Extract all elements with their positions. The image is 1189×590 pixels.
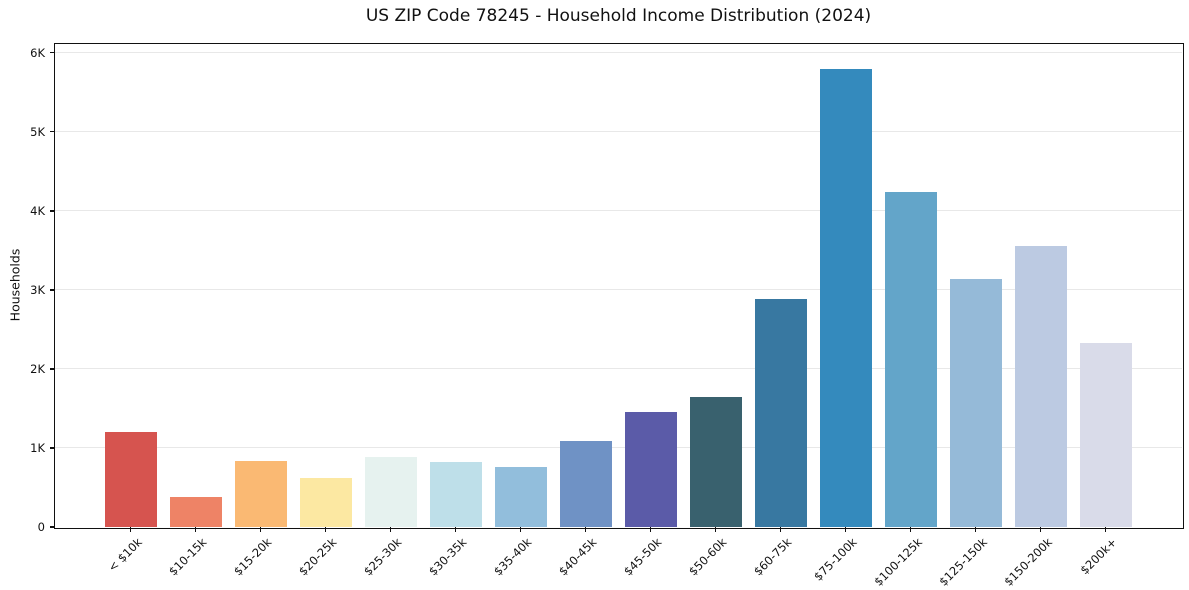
y-tick-mark (50, 130, 55, 133)
x-tick-label: $100-125k (870, 535, 925, 589)
x-tick-label: $75-100k (811, 535, 860, 584)
x-tick-mark (649, 527, 652, 532)
x-tick-mark (129, 527, 132, 532)
x-tick-label: $15-20k (231, 535, 275, 579)
x-tick-label: < $10k (105, 535, 145, 575)
x-tick-mark (1039, 527, 1042, 532)
x-tick-label: $45-50k (621, 535, 665, 579)
bar-$45-50k (624, 411, 677, 527)
bar-$35-40k (494, 466, 547, 527)
y-tick-mark (50, 526, 55, 528)
x-axis: < $10k $10-15k $15-20k $20-25k $25-30k $30-35… (55, 527, 1182, 590)
gridline (55, 368, 1182, 370)
bar-$40-45k (559, 440, 612, 527)
chart-title: US ZIP Code 78245 - Household Income Dis… (365, 6, 872, 26)
x-tick-mark (779, 527, 782, 532)
x-tick-mark (909, 527, 912, 532)
gridline (55, 52, 1182, 54)
gridline (55, 289, 1182, 291)
x-tick-label: $40-45k (556, 535, 600, 579)
bar-< $10k (104, 432, 157, 527)
y-tick-label: 1K (30, 440, 45, 455)
x-tick-mark (389, 527, 392, 532)
bar-$150-200k (1014, 246, 1067, 527)
gridline (55, 131, 1182, 133)
bar-$60-75k (754, 299, 807, 527)
bar-$20-25k (299, 478, 352, 527)
y-tick-mark (50, 289, 55, 291)
bar-$25-30k (364, 457, 417, 527)
x-tick-mark (584, 527, 587, 532)
y-tick-label: 3K (30, 282, 45, 297)
bar-$50-60k (689, 397, 742, 527)
bar-$100-125k (884, 191, 937, 527)
x-tick-label: $10-15k (166, 535, 210, 579)
x-tick-label: $125-150k (935, 535, 990, 589)
y-tick-mark (50, 368, 55, 370)
x-tick-label: $150-200k (1000, 535, 1055, 589)
y-tick-label: 2K (30, 361, 45, 376)
x-tick-label: $60-75k (751, 535, 795, 579)
x-tick-mark (974, 527, 977, 532)
y-tick-label: 5K (30, 124, 45, 139)
x-tick-label: $35-40k (491, 535, 535, 579)
x-tick-mark (714, 527, 717, 532)
y-axis: 0 1K 2K 3K 4K 5K 6K (0, 44, 55, 534)
x-tick-mark (844, 527, 847, 532)
x-tick-mark (259, 527, 262, 532)
x-tick-label: $50-60k (686, 535, 730, 579)
x-tick-mark (194, 527, 197, 532)
bar-$125-150k (949, 278, 1002, 527)
y-tick-label: 6K (30, 45, 45, 60)
x-tick-mark (324, 527, 327, 532)
gridline (55, 447, 1182, 449)
plot-area (53, 42, 1184, 529)
x-tick-label: $25-30k (361, 535, 405, 579)
gridline (55, 210, 1182, 212)
x-tick-mark (519, 527, 522, 532)
x-tick-mark (454, 527, 457, 532)
y-tick-label: 0 (37, 520, 45, 534)
y-tick-label: 4K (30, 203, 45, 218)
y-tick-mark (50, 51, 55, 54)
bar-$15-20k (234, 460, 287, 527)
y-tick-mark (50, 210, 55, 212)
x-tick-mark (1104, 527, 1107, 532)
bar-$30-35k (429, 462, 482, 527)
bar-$200k+ (1079, 342, 1132, 527)
bar-$75-100k (819, 68, 872, 527)
y-tick-mark (50, 447, 55, 449)
bar-$10-15k (169, 496, 222, 527)
x-tick-label: $20-25k (296, 535, 340, 579)
x-tick-label: $30-35k (426, 535, 470, 579)
x-tick-label: $200k+ (1077, 535, 1120, 578)
